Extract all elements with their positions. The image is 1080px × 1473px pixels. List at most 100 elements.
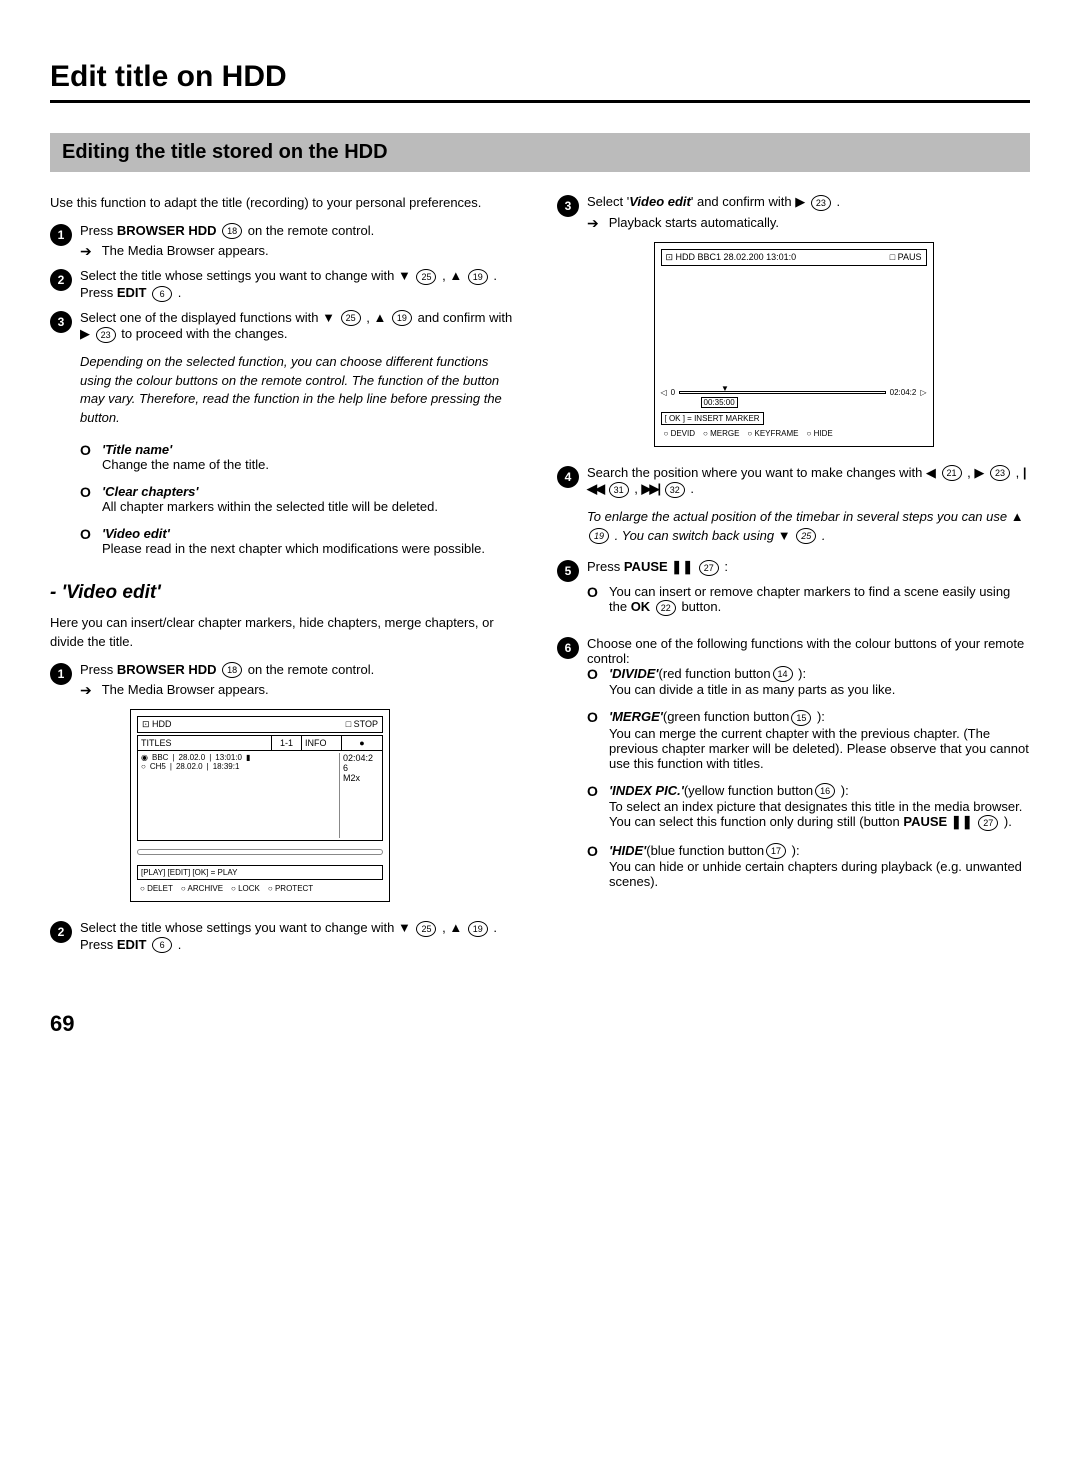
ref-25: 25 [341, 310, 361, 326]
up-icon: ▲ [373, 310, 386, 325]
section-heading: Editing the title stored on the HDD [50, 133, 1030, 172]
r-step-4: 4 Search the position where you want to … [557, 465, 1030, 498]
dot: . [178, 937, 182, 952]
sb-info: INFO [302, 736, 342, 750]
step3-c: to proceed with the changes. [121, 326, 287, 341]
video-edit-screen: ⊡ HDD BBC1 28.02.200 13:01:0 □ PAUS ◁0 ▼… [654, 242, 934, 447]
edit-label: EDIT [117, 285, 147, 300]
ref-18: 18 [222, 223, 242, 239]
ref-19: 19 [392, 310, 412, 326]
ref-23: 23 [96, 327, 116, 343]
function-note: Depending on the selected function, you … [80, 353, 523, 428]
r-step-3: 3 Select 'Video edit' and confirm with ▶… [557, 194, 1030, 232]
up-icon: ▲ [1011, 509, 1024, 524]
down-icon: ▼ [398, 920, 411, 935]
ve1-result: The Media Browser appears. [102, 682, 269, 697]
step-2: 2 Select the title whose settings you wa… [50, 268, 523, 301]
divide-desc: You can divide a title in as many parts … [609, 682, 895, 697]
down-icon: ▼ [398, 268, 411, 283]
indexpic-desc2: You can select this function only during… [609, 814, 903, 829]
ref-16: 16 [815, 783, 835, 799]
ref-27: 27 [978, 815, 998, 831]
ref-19: 19 [468, 269, 488, 285]
option-clear-chapters: O 'Clear chapters' All chapter markers w… [80, 484, 523, 514]
video-edit-intro: Here you can insert/clear chapter marker… [50, 614, 523, 652]
r3-a: Select ' [587, 194, 629, 209]
sb2-footer: DEVIDMERGEKEYFRAMEHIDE [661, 427, 927, 440]
down-icon: ▼ [778, 528, 791, 543]
bullet-icon: O [80, 442, 102, 472]
page-number: 69 [50, 1011, 1030, 1037]
sb-rec-icon: ● [342, 736, 382, 750]
ve-step-1: 1 Press BROWSER HDD 18 on the remote con… [50, 662, 523, 700]
right-icon: ▶ [974, 465, 984, 480]
opt-title: 'Title name' [102, 442, 172, 457]
right-icon: ▶ [795, 194, 805, 209]
sb2-insert: [ OK ] = INSERT MARKER [661, 412, 764, 425]
ref-18: 18 [222, 662, 242, 678]
ref-31: 31 [609, 482, 629, 498]
ve1-c: on the remote control. [248, 662, 374, 677]
video-edit-label: Video edit [629, 194, 691, 209]
step1-result: The Media Browser appears. [102, 243, 269, 258]
ref-19: 19 [468, 921, 488, 937]
step-badge: 5 [557, 560, 579, 582]
dot: . [690, 481, 694, 496]
ref-6: 6 [152, 286, 172, 302]
step-badge: 1 [50, 663, 72, 685]
bullet-icon: O [587, 783, 609, 831]
sb2-paus: □ PAUS [890, 252, 922, 263]
indexpic-desc1: To select an index picture that designat… [609, 799, 1022, 814]
option-video-edit: O 'Video edit' Please read in the next c… [80, 526, 523, 556]
sb2-head: ⊡ HDD BBC1 28.02.200 13:01:0 [666, 252, 797, 263]
skip-fwd-icon: ▶▶| [641, 481, 659, 496]
ref-23: 23 [811, 195, 831, 211]
step-badge: 3 [557, 195, 579, 217]
timebar-note: To enlarge the actual position of the ti… [587, 508, 1030, 546]
hide-desc: You can hide or unhide certain chapters … [609, 859, 1022, 889]
ref-14: 14 [773, 666, 793, 682]
sb-row: ◉BBC|28.02.0|13:01:0▮ [141, 753, 339, 762]
step-badge: 4 [557, 466, 579, 488]
r6-a: Choose one of the following functions wi… [587, 636, 1024, 666]
step2-a: Select the title whose settings you want… [80, 268, 398, 283]
step-badge: 2 [50, 269, 72, 291]
right-column: 3 Select 'Video edit' and confirm with ▶… [557, 194, 1030, 961]
ref-23: 23 [990, 465, 1010, 481]
step-3: 3 Select one of the displayed functions … [50, 310, 523, 343]
video-edit-heading: - 'Video edit' [50, 582, 523, 604]
intro-text: Use this function to adapt the title (re… [50, 194, 523, 213]
title-rule [50, 100, 1030, 103]
r5-a: Press [587, 559, 624, 574]
r4-a: Search the position where you want to ma… [587, 465, 926, 480]
left-column: Use this function to adapt the title (re… [50, 194, 523, 961]
step-badge: 2 [50, 921, 72, 943]
opt-title: 'Clear chapters' [102, 484, 199, 499]
press-label: Press [80, 937, 117, 952]
bullet-icon: O [587, 843, 609, 890]
step3-a: Select one of the displayed functions wi… [80, 310, 322, 325]
sb-hdd: ⊡ HDD [142, 719, 172, 730]
step-badge: 1 [50, 224, 72, 246]
ve-step-2: 2 Select the title whose settings you wa… [50, 920, 523, 953]
r3-b: ' and confirm with [691, 194, 795, 209]
opt-desc: All chapter markers within the selected … [102, 499, 438, 514]
sb-time: 02:04:2 [343, 753, 379, 763]
right-icon: ▶ [80, 326, 90, 341]
step1-c: on the remote control. [248, 223, 374, 238]
result-arrow-icon: ➔ [587, 215, 599, 232]
sb-dur: 6 [343, 763, 379, 773]
sb-num: 1-1 [272, 736, 302, 750]
opt-title: 'Video edit' [102, 526, 170, 541]
ref-21: 21 [942, 465, 962, 481]
hide-label: 'HIDE' [609, 843, 646, 858]
pause-icon: ❚❚ [671, 559, 693, 574]
media-browser-screen: ⊡ HDD □ STOP TITLES 1-1 INFO ● ◉BBC|28.0… [130, 709, 390, 902]
dot: . [178, 285, 182, 300]
result-arrow-icon: ➔ [80, 243, 92, 260]
opt-desc: Change the name of the title. [102, 457, 269, 472]
r-step-6: 6 Choose one of the following functions … [557, 636, 1030, 902]
edit-label: EDIT [117, 937, 147, 952]
ve1-a: Press [80, 662, 117, 677]
opt-desc: Please read in the next chapter which mo… [102, 541, 485, 556]
